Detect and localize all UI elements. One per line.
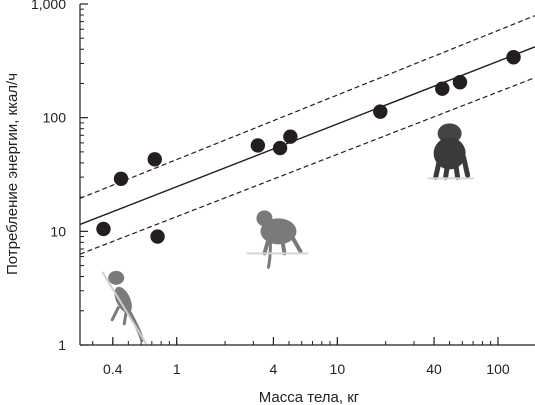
x-axis-ticks: 0.4 1 4 10 40 100 [92,337,510,377]
x-tick-label: 4 [270,361,278,377]
lower-confidence-band [79,77,535,255]
data-point [452,75,468,90]
data-point [113,171,129,186]
y-tick-label: 10 [50,223,66,239]
upper-confidence-band [79,15,535,199]
x-tick-label: 0.4 [103,361,123,377]
y-axis-label: Потребление энергии, ккал/ч [4,73,21,275]
data-point [373,104,388,119]
plot-area [79,4,535,346]
y-tick-label: 1 [58,337,66,353]
data-point [250,138,266,153]
data-point [147,152,162,167]
data-point [96,221,111,237]
y-axis-ticks: 1 10 100 1,000 [31,0,88,353]
chimpanzee-silhouette [427,123,474,180]
data-point [506,50,521,65]
macaque-silhouette [246,210,309,269]
x-axis-label: Масса тела, кг [259,389,360,405]
data-point [272,140,288,156]
marmoset-silhouette [101,270,148,345]
data-point [435,81,450,96]
regression-line [79,46,535,226]
x-tick-label: 100 [486,361,510,377]
x-tick-label: 1 [173,361,181,377]
x-tick-label: 40 [426,361,442,377]
regression-line-group [79,46,535,226]
data-point [283,129,298,144]
animal-illustrations [101,123,474,345]
confidence-bands [79,15,535,255]
data-points [96,50,521,244]
y-tick-label: 100 [43,110,67,126]
data-point [150,229,165,244]
x-tick-label: 10 [330,361,346,377]
y-tick-label: 1,000 [31,0,66,12]
